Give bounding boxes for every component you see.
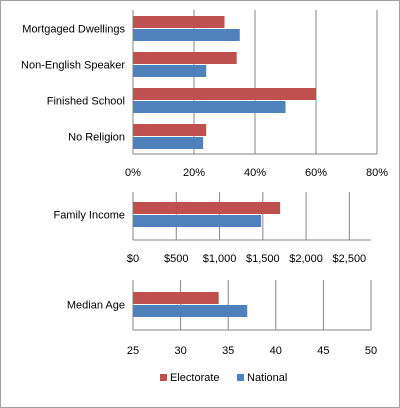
- bar-no-religion-national: [133, 137, 204, 149]
- legend-swatch-national: [237, 374, 244, 381]
- category-label-no-religion: No Religion: [68, 132, 125, 144]
- x-tick-label: 20%: [183, 167, 205, 179]
- legend: Electorate National: [160, 372, 287, 384]
- bar-mortgaged-dwellings-electorate: [133, 16, 225, 28]
- category-label-mortgaged-dwellings: Mortgaged Dwellings: [22, 24, 125, 36]
- x-tick-label: $1,000: [203, 253, 237, 265]
- x-tick-label: 25: [127, 345, 139, 357]
- chart-panel-1: 0% 20% 40% 60% 80% Mortgaged Dwellings Non-Eng…: [21, 10, 388, 179]
- bar-median-age-national: [133, 305, 248, 317]
- bar-finished-school-electorate: [133, 88, 316, 100]
- x-tick-label: 35: [222, 345, 234, 357]
- x-tick-label: $1,500: [246, 253, 280, 265]
- chart-panel-2: $0 $500 $1,000 $1,500 $2,000 $2,500 Family Inc…: [53, 192, 371, 265]
- legend-label-national: National: [247, 372, 287, 384]
- x-tick-label: 50: [365, 345, 377, 357]
- x-tick-label: 80%: [366, 167, 388, 179]
- bar-median-age-electorate: [133, 292, 219, 304]
- legend-label-electorate: Electorate: [170, 372, 220, 384]
- category-label-non-english-speaker: Non-English Speaker: [21, 60, 125, 72]
- bar-non-english-speaker-electorate: [133, 52, 237, 64]
- bar-finished-school-national: [133, 101, 286, 113]
- x-tick-label: 40: [270, 345, 282, 357]
- x-tick-label: $0: [127, 253, 139, 265]
- x-tick-label: $2,500: [333, 253, 367, 265]
- bar-family-income-national: [133, 215, 262, 227]
- x-tick-label: $2,000: [289, 253, 323, 265]
- x-tick-label: 60%: [305, 167, 327, 179]
- category-label-median-age: Median Age: [67, 300, 125, 312]
- x-tick-label: 45: [317, 345, 329, 357]
- bar-no-religion-electorate: [133, 124, 207, 136]
- bar-family-income-electorate: [133, 202, 281, 214]
- bar-mortgaged-dwellings-national: [133, 29, 240, 41]
- x-tick-label: 30: [174, 345, 186, 357]
- x-tick-label: 40%: [244, 167, 266, 179]
- legend-swatch-electorate: [160, 374, 167, 381]
- category-label-family-income: Family Income: [53, 210, 125, 222]
- category-label-finished-school: Finished School: [47, 96, 125, 108]
- chart-panel-3: 25 30 35 40 45 50 Median Age: [67, 280, 377, 357]
- bar-non-english-speaker-national: [133, 65, 207, 77]
- x-tick-label: 0%: [125, 167, 141, 179]
- x-tick-label: $500: [164, 253, 188, 265]
